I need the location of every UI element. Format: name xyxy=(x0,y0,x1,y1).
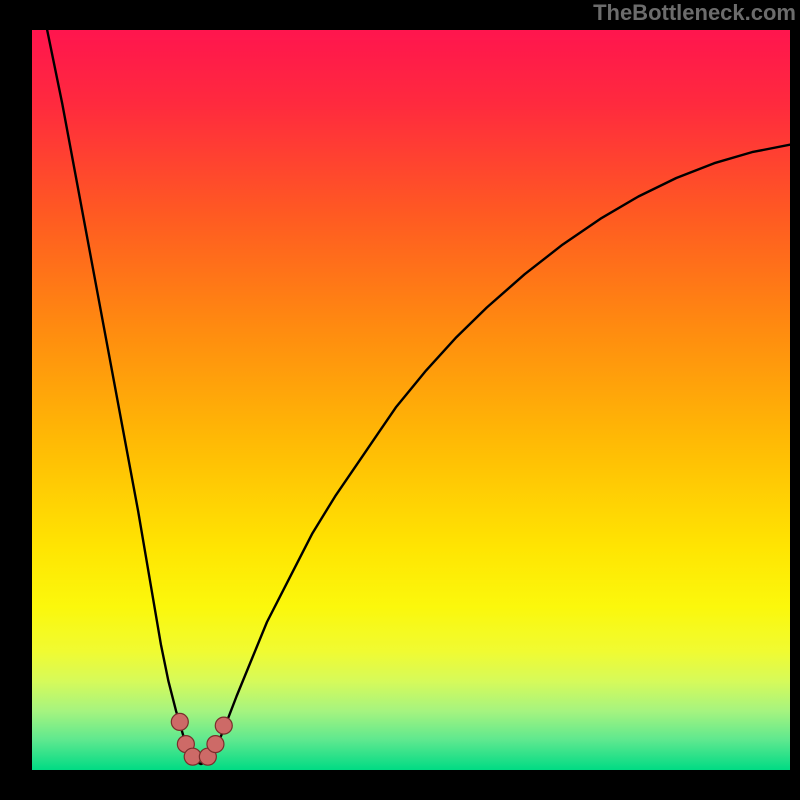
marker-dot xyxy=(171,713,188,730)
gradient-background xyxy=(32,30,790,770)
chart-frame: TheBottleneck.com xyxy=(0,0,800,800)
bottleneck-chart xyxy=(32,30,790,770)
watermark-text: TheBottleneck.com xyxy=(593,0,796,26)
plot-area xyxy=(32,30,790,770)
marker-dot xyxy=(207,736,224,753)
marker-dot xyxy=(215,717,232,734)
marker-dot xyxy=(184,748,201,765)
